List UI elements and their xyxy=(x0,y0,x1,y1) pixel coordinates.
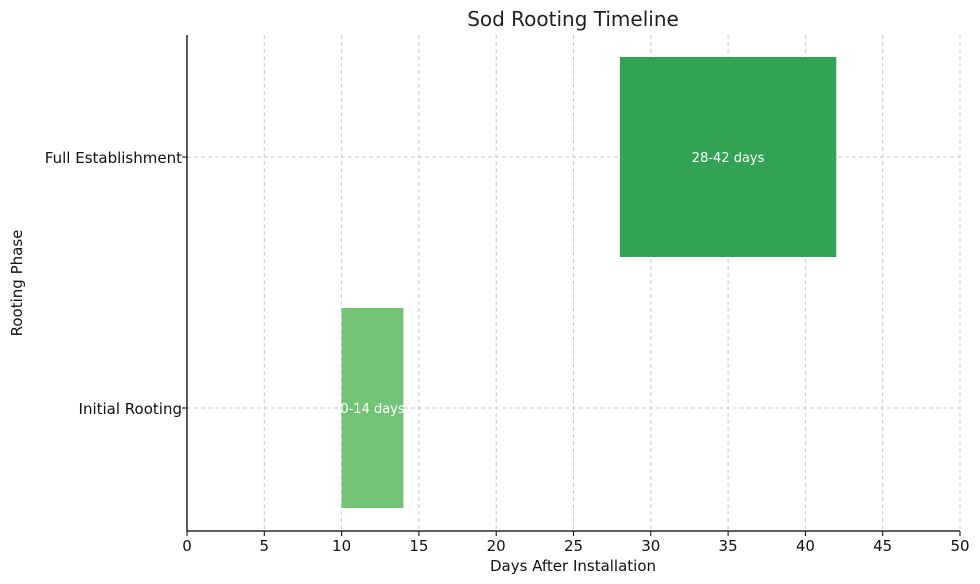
x-tick-label: 25 xyxy=(564,537,583,555)
y-tick-label: Initial Rooting xyxy=(79,400,182,418)
chart-title: Sod Rooting Timeline xyxy=(467,7,679,31)
y-tick-label: Full Establishment xyxy=(45,149,182,167)
x-tick-label: 45 xyxy=(873,537,892,555)
grid xyxy=(186,35,961,531)
x-tick-label: 40 xyxy=(796,537,815,555)
x-tick-label: 50 xyxy=(950,537,969,555)
x-tick-label: 30 xyxy=(641,537,660,555)
x-axis-label: Days After Installation xyxy=(490,557,656,575)
y-axis-label: Rooting Phase xyxy=(8,230,26,337)
x-tick-label: 10 xyxy=(332,537,351,555)
x-tick-label: 0 xyxy=(182,537,192,555)
bar xyxy=(619,57,837,257)
x-tick-label: 15 xyxy=(409,537,428,555)
ticks: 0 5 10 15 20 25 30 35 40 45 50 Initial Rooting Full … xyxy=(45,149,970,555)
x-tick-label: 5 xyxy=(260,537,270,555)
bar-label: 0-14 days xyxy=(340,402,405,417)
x-tick-label: 20 xyxy=(487,537,506,555)
bar-label: 28-42 days xyxy=(692,151,765,166)
bar xyxy=(341,308,404,508)
bars: 0-14 days 28-42 days xyxy=(340,57,837,508)
x-tick-label: 35 xyxy=(719,537,738,555)
